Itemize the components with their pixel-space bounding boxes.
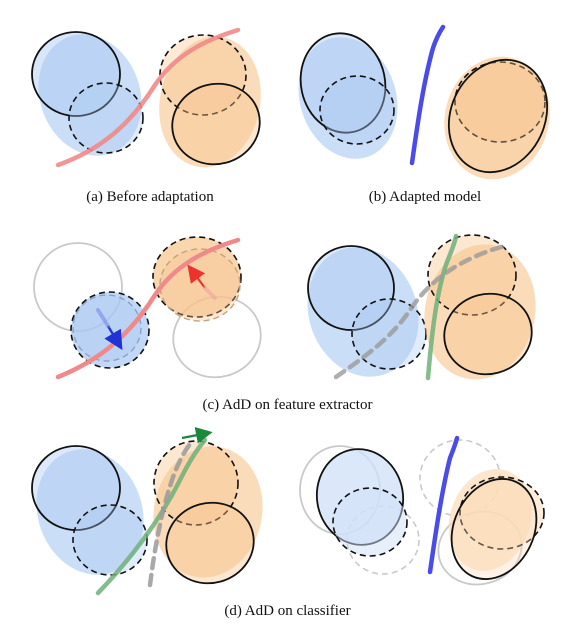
panel-c-right [307,233,536,381]
target-blue-cluster [332,487,408,557]
source-orange-cluster [450,478,538,580]
caption-before-adaptation: (a) Before adaptation [86,189,214,205]
green-decision-boundary [425,233,459,381]
panel-d-left [31,427,263,596]
gray-dashed-boundary [147,441,193,588]
blue-class-region [307,247,419,377]
red-arrow-trail [203,286,217,300]
blue-class-region [298,37,398,159]
decision-boundary [427,435,460,575]
panel-b [298,24,550,180]
target-orange-cluster [459,476,545,550]
source-blue-cluster [299,32,387,134]
caption-add-feature-extractor: (c) AdD on feature extractor [202,397,373,413]
source-blue-cluster [31,445,121,531]
orange-class-region [424,244,536,380]
source-orange-cluster-moved [159,248,241,322]
source-blue-cluster-moved [72,294,142,362]
target-blue-cluster [319,75,395,145]
source-orange-cluster [171,82,261,166]
source-blue-cluster [31,31,121,117]
blue-perturbation-arrow [104,325,123,351]
blue-class-region [36,449,144,575]
source-orange-cluster [443,292,533,376]
green-decision-boundary [95,437,208,596]
source-orange-cluster [447,58,549,174]
green-shift-arrow [181,427,213,444]
orange-class-region [159,36,261,168]
panel-d-right [299,435,545,586]
target-blue-cluster [68,82,144,154]
decision-boundary [55,27,241,168]
caption-add-classifier: (d) AdD on classifier [224,603,351,619]
source-orange-cluster [165,501,255,585]
blue-arrow-trail [96,308,110,328]
orange-class-region [444,56,550,180]
source-blue-cluster [307,245,395,331]
blue-class-region [38,34,142,156]
decision-boundary [55,237,241,380]
target-orange-cluster [454,61,546,143]
target-blue-cluster [72,504,148,576]
decision-boundary [409,24,446,166]
panel-c-left [33,236,262,380]
panel-a [31,27,261,168]
target-orange-cluster [153,440,239,526]
red-perturbation-arrow [187,264,206,289]
caption-adapted-model: (b) Adapted model [368,189,482,205]
gray-dashed-boundary [333,242,511,380]
